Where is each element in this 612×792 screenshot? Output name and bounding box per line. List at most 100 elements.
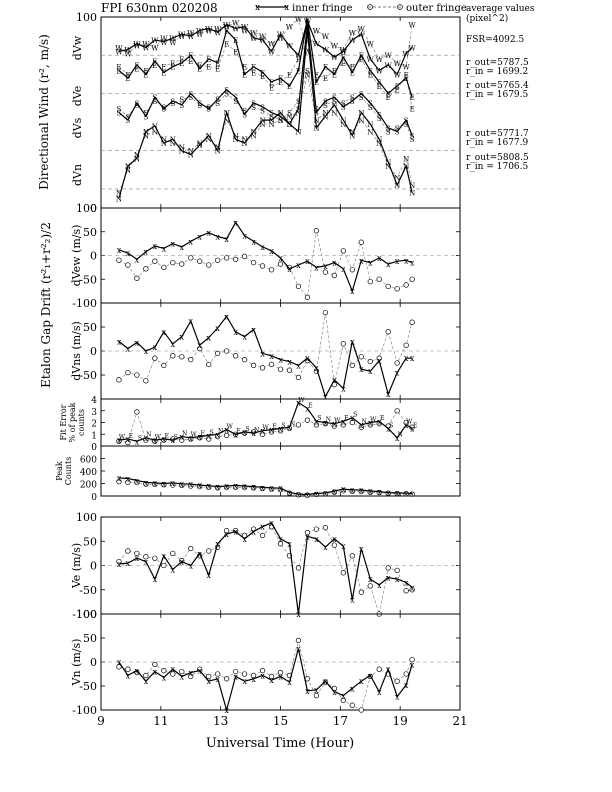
data-point: E [152,62,157,70]
data-point: E [341,54,346,62]
outer-series-line [118,39,413,109]
data-point-x: x [242,677,247,686]
data-point: W [187,29,195,37]
data-point-x: x [377,254,382,263]
data-point: N [376,140,382,148]
legend-inner-label: inner fringe [292,3,352,14]
data-point: S [410,132,415,140]
data-point: W [250,35,258,43]
y-tick-label: 400 [80,468,97,478]
data-point-x: x [233,328,238,337]
data-point: E [410,94,415,102]
data-point: W [133,41,141,49]
data-point-x: x [305,257,310,266]
fit-error-marker: E [236,428,240,435]
data-point-o [170,671,176,677]
data-point-o [304,676,311,682]
inner-series-line [118,522,413,615]
data-point-x: x [269,519,274,528]
y-axis-label: Peak [55,461,64,481]
data-point-x: x [153,436,158,445]
data-point-o [161,362,167,369]
data-point: N [367,129,373,137]
data-point-x: x [251,429,256,438]
data-point-x: x [278,535,283,544]
data-point: E [278,79,283,87]
data-point: W [358,25,366,33]
data-point: W [403,64,411,72]
data-point: W [232,25,240,33]
data-point: N [340,117,346,125]
data-point-o [188,356,194,363]
fit-error-marker: W [155,434,162,441]
data-point: N [376,136,382,144]
data-point-x: x [135,255,140,264]
r-out-n: r_out=5808.5 [466,153,529,163]
data-point: N [170,140,176,148]
data-point-o [197,258,203,264]
data-point-x: x [296,399,301,408]
data-point: S [377,111,382,119]
x-tick-label: 19 [393,714,408,728]
data-point-o [250,259,257,266]
data-point: E [161,64,166,72]
data-point-x: x [359,421,364,430]
data-point-o [215,671,221,677]
fit-error-marker: W [262,425,269,432]
data-point: W [304,48,312,56]
data-point: W [268,41,276,49]
data-point-x: x [215,675,220,684]
data-point-o [409,656,415,663]
data-point: W [178,33,186,41]
data-point-o [134,550,140,557]
data-point-x: x [206,571,211,580]
data-point-x: x [395,693,400,702]
data-point: W [178,31,186,39]
data-point-x: x [171,565,176,574]
data-point-x: x [323,419,328,428]
data-point: S [224,87,229,95]
fit-error-marker: E [272,423,276,430]
data-point: E [116,64,121,72]
data-point-o [277,261,284,267]
data-point-x: x [332,487,337,496]
data-point-x: x [269,247,274,256]
data-point: W [169,39,177,47]
fit-error-marker: W [406,419,413,426]
data-point-o [116,478,122,485]
data-point-x: x [377,488,382,497]
data-point: W [268,48,276,56]
data-point-x: x [386,574,391,583]
data-point-x: x [341,417,346,426]
data-point-x: x [278,672,283,681]
data-point: N [152,123,158,131]
data-point: N [286,113,292,121]
data-point: N [125,163,131,171]
data-point: N [125,167,131,175]
data-point-o [394,360,400,366]
data-point: S [161,106,166,114]
outer-series-line [118,410,413,443]
data-point: W [331,43,339,51]
notes-unit: (pixel^2) [466,13,508,24]
data-point: S [197,102,202,110]
data-point: S [260,104,265,112]
x-axis-label: Universal Time (Hour) [206,736,354,751]
data-point: W [367,56,375,64]
data-point-o [188,255,194,261]
data-point: E [251,69,256,77]
data-point: N [385,163,391,171]
data-point-x: x [410,490,415,499]
data-point: W [223,22,231,30]
data-point-o [206,262,212,268]
y-tick-label: 3 [91,408,97,418]
data-point-o [206,548,212,554]
data-point: E [323,75,328,83]
data-point-o [241,356,248,363]
y-tick-label: 600 [80,456,97,466]
data-point: E [287,83,292,91]
data-point-o [241,671,248,677]
data-point-x: x [305,532,310,541]
